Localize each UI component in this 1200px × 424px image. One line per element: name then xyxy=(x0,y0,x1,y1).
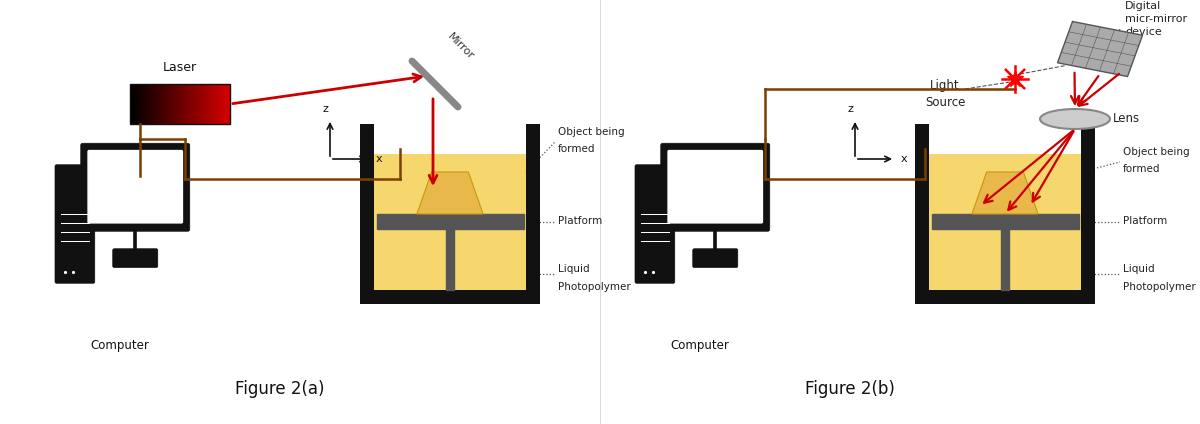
Text: Photopolymer: Photopolymer xyxy=(1123,282,1195,292)
Bar xyxy=(526,124,540,154)
FancyBboxPatch shape xyxy=(661,143,769,231)
Bar xyxy=(175,84,178,124)
Text: Light
Source: Light Source xyxy=(925,80,965,109)
FancyBboxPatch shape xyxy=(55,165,95,283)
Bar xyxy=(360,154,374,304)
Ellipse shape xyxy=(1040,109,1110,129)
Bar xyxy=(222,84,226,124)
Text: Liquid: Liquid xyxy=(558,264,589,274)
Bar xyxy=(180,84,182,124)
Text: x: x xyxy=(901,154,907,164)
Bar xyxy=(226,84,228,124)
FancyBboxPatch shape xyxy=(88,151,182,223)
Polygon shape xyxy=(1057,22,1142,76)
Bar xyxy=(916,154,929,304)
FancyBboxPatch shape xyxy=(80,143,190,231)
Bar xyxy=(203,84,205,124)
Bar xyxy=(210,84,214,124)
Bar xyxy=(143,84,145,124)
Bar xyxy=(377,214,523,229)
Bar xyxy=(132,84,136,124)
Text: Liquid: Liquid xyxy=(1123,264,1154,274)
Text: Computer: Computer xyxy=(671,339,730,352)
Bar xyxy=(185,84,188,124)
Bar xyxy=(170,84,173,124)
Polygon shape xyxy=(972,172,1038,214)
Bar xyxy=(929,154,1081,290)
Bar xyxy=(150,84,154,124)
Bar xyxy=(212,84,216,124)
Bar xyxy=(134,84,138,124)
Bar xyxy=(200,84,203,124)
Bar xyxy=(374,154,526,290)
Bar xyxy=(140,84,143,124)
Bar xyxy=(155,84,158,124)
Text: Laser: Laser xyxy=(163,61,197,74)
Text: Computer: Computer xyxy=(90,339,150,352)
Text: Object being: Object being xyxy=(1123,147,1189,157)
Bar xyxy=(931,214,1079,229)
Bar xyxy=(916,124,929,154)
Bar xyxy=(446,229,454,290)
FancyBboxPatch shape xyxy=(692,249,738,268)
Text: Mirror: Mirror xyxy=(445,32,475,62)
Text: Object being: Object being xyxy=(558,127,625,137)
Bar xyxy=(208,84,210,124)
Bar xyxy=(360,124,374,154)
FancyBboxPatch shape xyxy=(668,151,762,223)
Bar xyxy=(192,84,196,124)
Bar xyxy=(1001,229,1009,290)
Bar xyxy=(217,84,221,124)
Bar xyxy=(145,84,148,124)
Bar xyxy=(916,290,1096,304)
Bar xyxy=(526,154,540,304)
Bar xyxy=(1081,124,1096,154)
Bar xyxy=(198,84,200,124)
Text: Digital
micr-mirror
device: Digital micr-mirror device xyxy=(1126,1,1187,37)
Bar xyxy=(190,84,193,124)
Text: Figure 2(a): Figure 2(a) xyxy=(235,380,325,398)
Bar xyxy=(360,290,540,304)
Polygon shape xyxy=(416,172,484,214)
Bar xyxy=(138,84,140,124)
Text: Photopolymer: Photopolymer xyxy=(558,282,631,292)
Text: formed: formed xyxy=(1123,164,1160,174)
Bar xyxy=(182,84,186,124)
Bar xyxy=(205,84,208,124)
Bar xyxy=(152,84,156,124)
Bar xyxy=(148,84,150,124)
Bar xyxy=(194,84,198,124)
Text: Figure 2(b): Figure 2(b) xyxy=(805,380,895,398)
Bar xyxy=(187,84,191,124)
FancyBboxPatch shape xyxy=(635,165,674,283)
Text: z: z xyxy=(847,104,853,114)
Text: Lens: Lens xyxy=(1114,112,1140,126)
Text: x: x xyxy=(376,154,383,164)
Bar xyxy=(1081,154,1096,304)
Bar xyxy=(228,84,230,124)
Bar xyxy=(220,84,223,124)
Text: Platform: Platform xyxy=(1123,217,1168,226)
Bar xyxy=(178,84,180,124)
Bar xyxy=(162,84,166,124)
FancyBboxPatch shape xyxy=(113,249,157,268)
Bar xyxy=(215,84,218,124)
Bar xyxy=(160,84,163,124)
Bar xyxy=(130,84,133,124)
Bar xyxy=(157,84,161,124)
Text: Platform: Platform xyxy=(558,217,602,226)
Bar xyxy=(173,84,175,124)
Bar xyxy=(168,84,170,124)
Bar xyxy=(166,84,168,124)
Text: formed: formed xyxy=(558,144,595,154)
Text: z: z xyxy=(322,104,328,114)
Bar xyxy=(130,84,230,124)
